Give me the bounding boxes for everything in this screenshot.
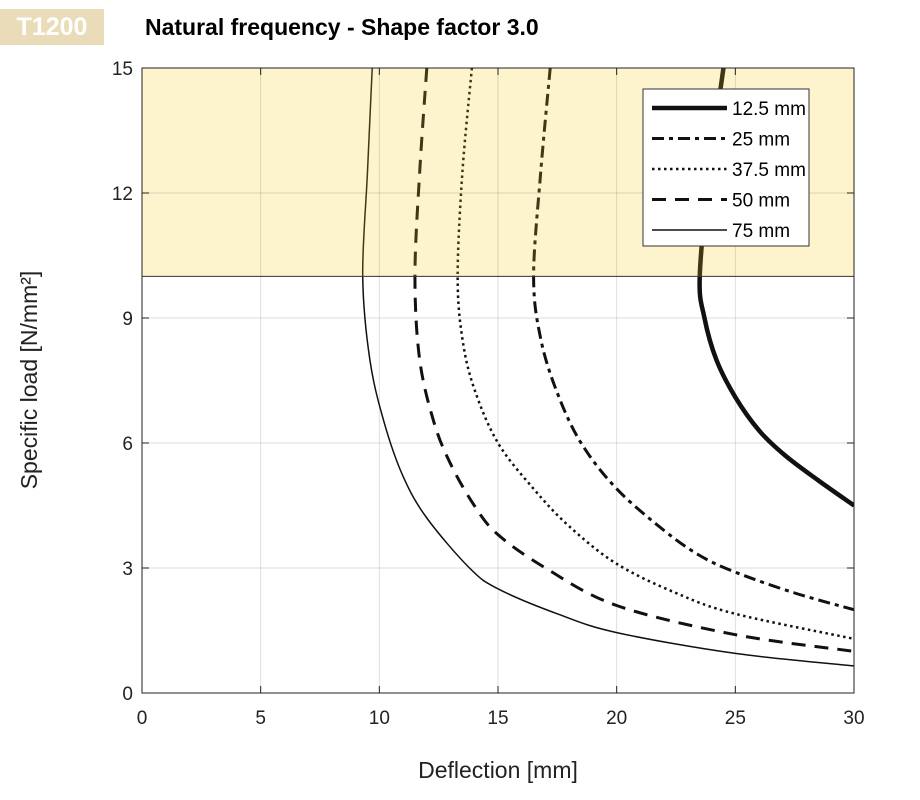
y-axis-label: Specific load [N/mm²] (16, 271, 42, 490)
x-tick-label: 0 (137, 708, 148, 729)
x-tick-label: 20 (606, 708, 627, 729)
legend-label: 37.5 mm (732, 160, 806, 181)
legend-label: 25 mm (732, 130, 790, 151)
y-tick-label: 6 (122, 434, 133, 455)
x-axis-label: Deflection [mm] (418, 757, 578, 783)
legend: 12.5 mm 25 mm 37.5 mm 50 mm 75 mm (642, 88, 810, 247)
chart-title: Natural frequency - Shape factor 3.0 (145, 14, 539, 40)
series-line-1-shaded (532, 68, 552, 277)
x-tick-label: 10 (369, 708, 390, 729)
series-line-2 (456, 277, 854, 641)
series-line-4-shaded (361, 68, 373, 277)
legend-label: 12.5 mm (732, 99, 806, 120)
y-tick-label: 0 (122, 684, 133, 705)
series-line-4 (361, 277, 854, 667)
legend-label: 50 mm (732, 191, 790, 212)
y-tick-label: 12 (112, 184, 133, 205)
series-line-0 (697, 277, 854, 508)
x-tick-label: 5 (255, 708, 266, 729)
y-tick-label: 15 (112, 59, 133, 80)
series-line-1 (532, 277, 854, 612)
x-tick-label: 30 (843, 708, 864, 729)
x-tick-label: 15 (487, 708, 508, 729)
y-tick-label: 9 (122, 309, 133, 330)
series-line-3 (413, 277, 854, 653)
product-badge: T1200 (0, 9, 104, 45)
legend-label: 75 mm (732, 221, 790, 242)
y-tick-label: 3 (122, 559, 133, 580)
x-tick-label: 25 (725, 708, 746, 729)
